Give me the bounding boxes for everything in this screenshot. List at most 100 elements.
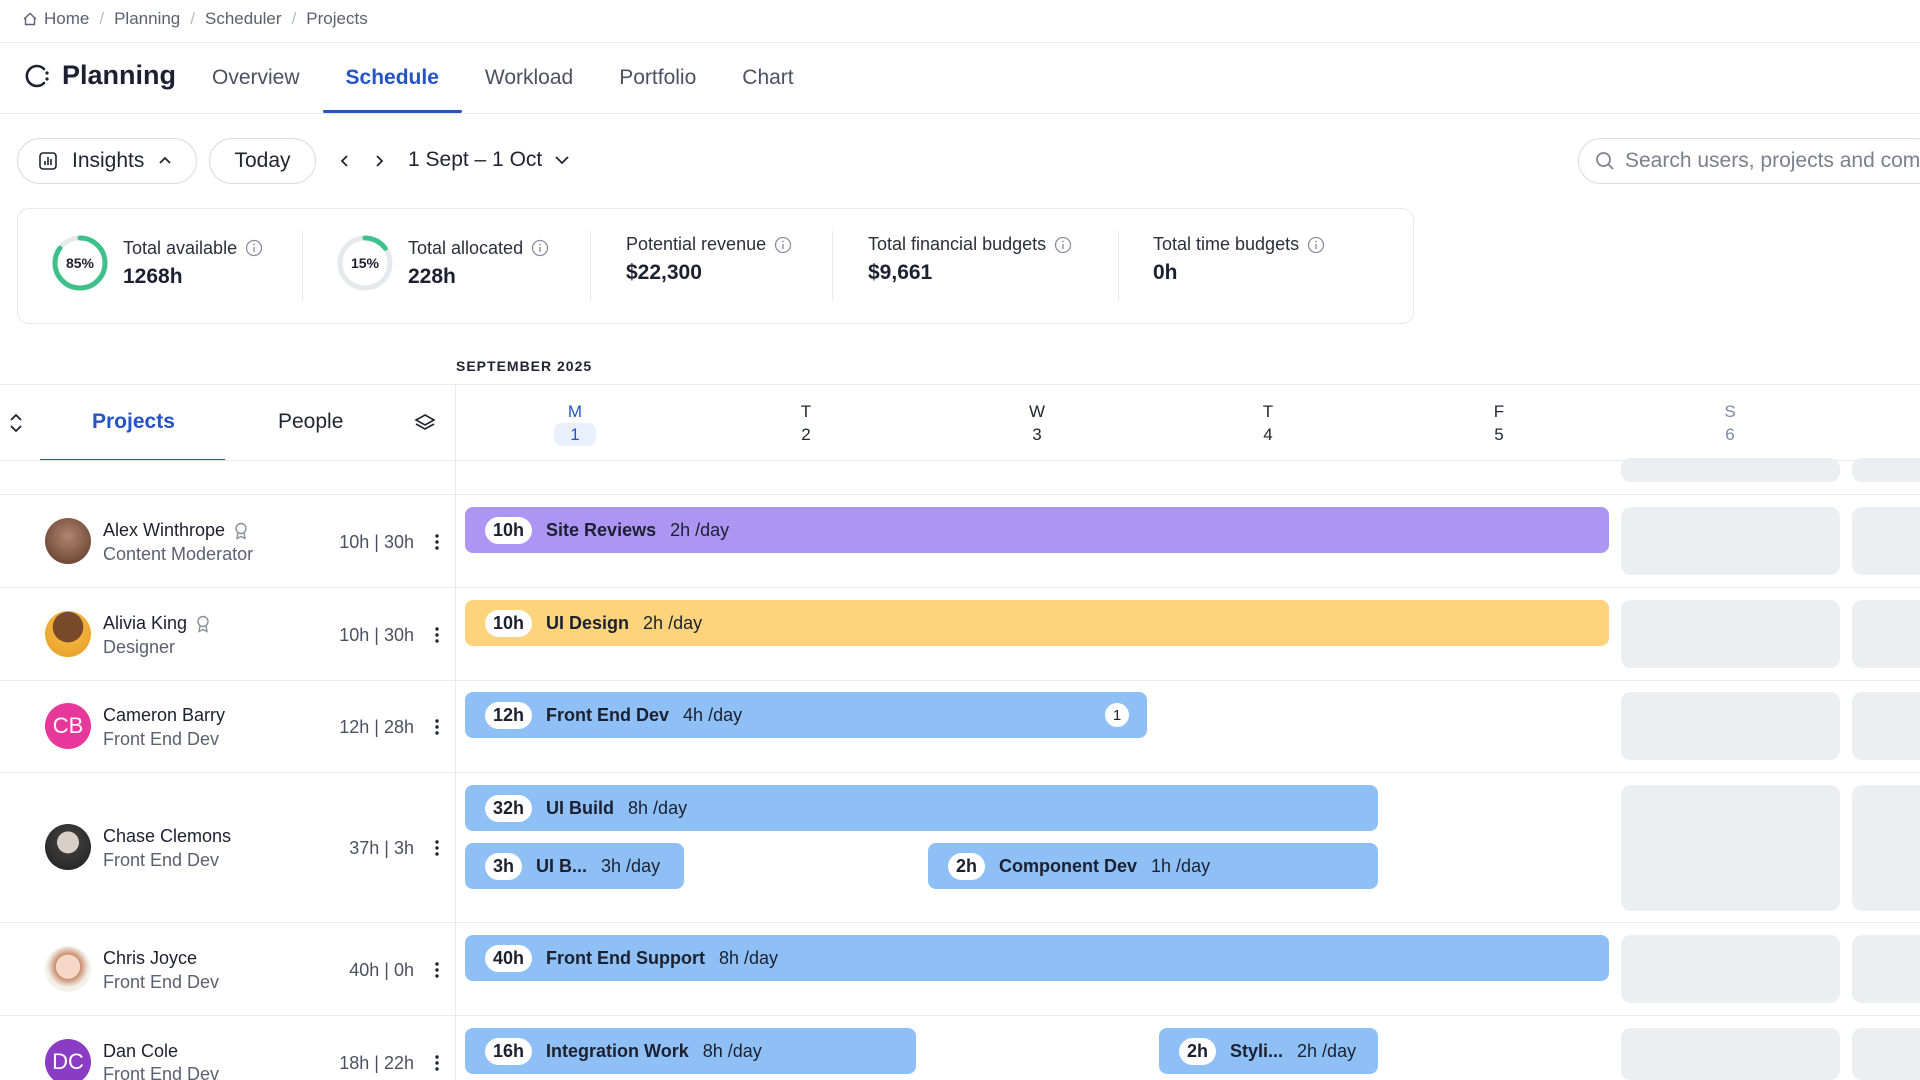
chevron-left-icon xyxy=(340,155,348,167)
bar-hours: 10h xyxy=(485,516,533,544)
bar-per-day: 8h /day xyxy=(719,947,779,968)
stat-time-budgets: Total time budgets 0h xyxy=(1153,234,1325,285)
stat-value: 228h xyxy=(408,264,456,288)
allocation-bar[interactable]: 10h UI Design 2h /day xyxy=(465,600,1609,646)
person-hours: 18h | 22h xyxy=(339,1053,414,1073)
day-number: 3 xyxy=(1032,425,1042,444)
stat-label: Potential revenue xyxy=(626,234,767,254)
bar-per-day: 2h /day xyxy=(670,519,730,540)
more-options-icon[interactable] xyxy=(430,836,444,860)
person-row[interactable]: DC Dan Cole Front End Dev 18h | 22h xyxy=(0,1015,455,1080)
divider xyxy=(832,231,833,301)
more-options-icon[interactable] xyxy=(430,623,444,647)
next-period-button[interactable] xyxy=(366,148,392,174)
info-icon[interactable] xyxy=(531,239,549,257)
avatar xyxy=(45,824,91,870)
more-options-icon[interactable] xyxy=(430,715,444,739)
weekend-cell xyxy=(1621,507,1840,575)
allocation-bar[interactable]: 40h Front End Support 8h /day xyxy=(465,935,1609,981)
expand-collapse-icon[interactable] xyxy=(8,412,24,434)
date-range-select[interactable]: 1 Sept – 1 Oct xyxy=(408,148,570,172)
stat-value: $22,300 xyxy=(626,261,702,284)
person-row[interactable]: CB Cameron Barry Front End Dev 12h | 28h xyxy=(0,680,455,772)
info-icon[interactable] xyxy=(245,239,263,257)
row-divider xyxy=(0,587,1920,588)
more-options-icon[interactable] xyxy=(430,530,444,554)
divider xyxy=(590,231,591,301)
bar-hours: 2h xyxy=(948,852,986,880)
day-of-week: F xyxy=(1493,402,1505,421)
bar-title: Component Dev xyxy=(999,855,1138,876)
availability-ring: 85% xyxy=(51,234,109,292)
bar-per-day: 1h /day xyxy=(1151,855,1211,876)
comment-count-badge[interactable]: 1 xyxy=(1105,703,1129,727)
avatar: DC xyxy=(45,1039,91,1080)
tab-projects[interactable]: Projects xyxy=(92,410,175,433)
more-options-icon[interactable] xyxy=(430,1051,444,1075)
weekend-cell xyxy=(1852,785,1920,911)
search-box[interactable] xyxy=(1578,138,1920,184)
bar-per-day: 3h /day xyxy=(601,855,661,876)
breadcrumb-separator: / xyxy=(99,9,105,28)
bar-hours: 16h xyxy=(485,1037,533,1065)
bar-title: Front End Support xyxy=(546,947,705,968)
today-button[interactable]: Today xyxy=(209,138,316,184)
stat-potential-revenue: Potential revenue $22,300 xyxy=(626,234,792,285)
info-icon[interactable] xyxy=(1054,236,1072,254)
day-of-week: M xyxy=(567,402,583,421)
page-title: Planning xyxy=(62,60,176,90)
allocation-bar[interactable]: 32h UI Build 8h /day xyxy=(465,785,1378,831)
layers-icon[interactable] xyxy=(414,412,436,434)
stat-total-allocated: 15% Total allocated 228h xyxy=(336,234,549,292)
day-header-3: W 3 xyxy=(1007,400,1067,446)
day-number: 1 xyxy=(554,423,596,446)
tab-portfolio[interactable]: Portfolio xyxy=(619,66,697,89)
info-icon[interactable] xyxy=(774,236,792,254)
day-number: 6 xyxy=(1725,425,1735,444)
allocation-bar[interactable]: 3h UI B... 3h /day xyxy=(465,843,684,889)
allocation-bar[interactable]: 2h Styli... 2h /day xyxy=(1159,1028,1378,1074)
bar-per-day: 8h /day xyxy=(702,1040,762,1061)
tab-overview[interactable]: Overview xyxy=(212,66,300,89)
chevron-down-icon xyxy=(555,156,569,165)
allocation-bar[interactable]: 10h Site Reviews 2h /day xyxy=(465,507,1609,553)
tab-people[interactable]: People xyxy=(278,410,344,433)
divider xyxy=(455,384,456,1080)
stat-value: $9,661 xyxy=(868,261,933,284)
day-header-1: M 1 xyxy=(545,400,605,446)
allocation-bar[interactable]: 12h Front End Dev 4h /day 1 xyxy=(465,692,1147,738)
person-role: Front End Dev xyxy=(103,729,220,749)
person-role: Content Moderator xyxy=(103,544,254,564)
breadcrumb-projects[interactable]: Projects xyxy=(306,9,368,28)
person-row[interactable]: Alex Winthrope Content Moderator 10h | 3… xyxy=(0,494,455,587)
allocation-ring: 15% xyxy=(336,234,394,292)
person-row[interactable]: Chase Clemons Front End Dev 37h | 3h xyxy=(0,772,455,922)
search-input[interactable] xyxy=(1625,149,1920,173)
row-divider xyxy=(0,922,1920,923)
breadcrumb-scheduler[interactable]: Scheduler xyxy=(205,9,282,28)
weekend-cell xyxy=(1852,600,1920,668)
tab-workload[interactable]: Workload xyxy=(484,66,574,89)
breadcrumb-home[interactable]: Home xyxy=(22,9,89,29)
person-hours: 10h | 30h xyxy=(339,532,414,552)
person-row[interactable]: Alivia King Designer 10h | 30h xyxy=(0,587,455,680)
person-row[interactable]: Chris Joyce Front End Dev 40h | 0h xyxy=(0,922,455,1015)
bar-title: Integration Work xyxy=(546,1040,689,1061)
avatar xyxy=(45,611,91,657)
search-icon xyxy=(1596,152,1614,170)
tab-schedule[interactable]: Schedule xyxy=(322,56,463,113)
stat-label: Total time budgets xyxy=(1153,234,1300,254)
allocation-bar[interactable]: 2h Component Dev 1h /day xyxy=(928,843,1378,889)
weekend-cell xyxy=(1621,692,1840,760)
day-number: 2 xyxy=(801,425,811,444)
more-options-icon[interactable] xyxy=(430,958,444,982)
insights-button[interactable]: Insights xyxy=(17,138,197,184)
breadcrumb-planning[interactable]: Planning xyxy=(114,9,181,28)
info-icon[interactable] xyxy=(1307,236,1325,254)
divider xyxy=(0,113,1920,114)
tab-chart[interactable]: Chart xyxy=(742,66,794,89)
prev-period-button[interactable] xyxy=(332,148,358,174)
allocation-bar[interactable]: 16h Integration Work 8h /day xyxy=(465,1028,916,1074)
main-tabs: Overview Schedule Workload Portfolio Cha… xyxy=(212,56,840,113)
ring-label: 15% xyxy=(350,255,380,271)
